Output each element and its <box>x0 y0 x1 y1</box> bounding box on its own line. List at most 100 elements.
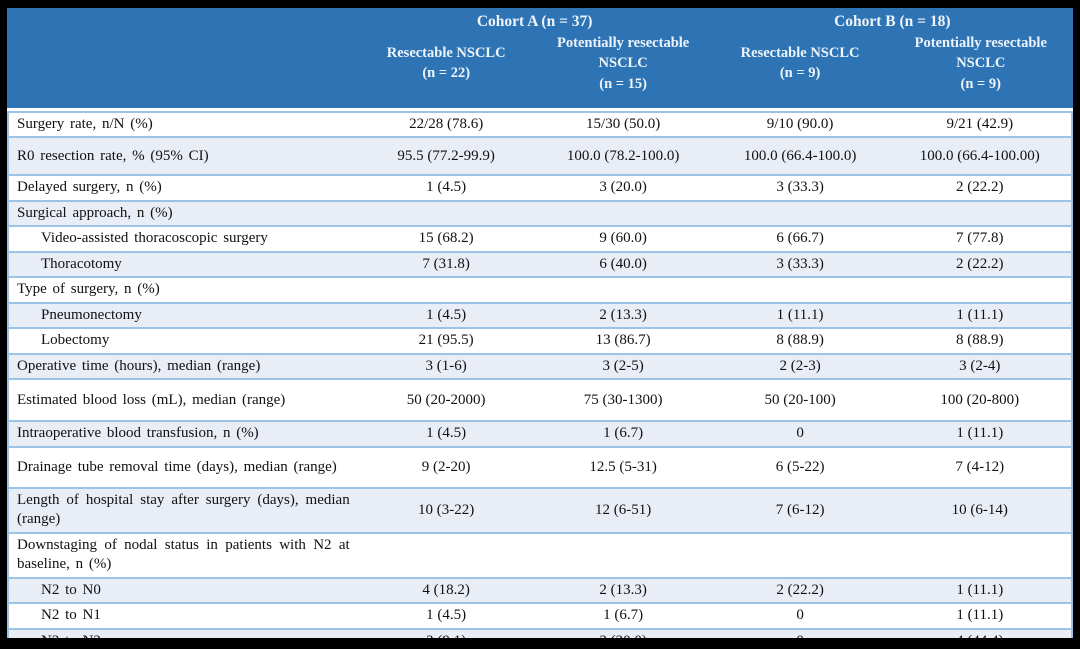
cell-value: 50 (20-2000) <box>357 378 535 421</box>
table-row: N2 to N0 4 (18.2) 2 (13.3) 2 (22.2) 1 (11.1) <box>7 576 1073 603</box>
cell-value: 15/30 (50.0) <box>534 110 712 137</box>
row-label: Video-assisted thoracoscopic surgery <box>7 225 358 251</box>
row-label: Delayed surgery, n (%) <box>7 174 358 200</box>
subheader-potentially-resectable-cohort-b: Potentially resectable NSCLC (n = 9) <box>888 31 1073 111</box>
cell-value: 1 (11.1) <box>888 576 1073 603</box>
cell-value: 7 (77.8) <box>888 225 1073 251</box>
cell-value: 7 (6-12) <box>711 486 889 532</box>
row-label: Downstaging of nodal status in patients … <box>7 531 358 577</box>
cell-value: 2 (13.3) <box>534 301 712 328</box>
row-label: N2 to N1 <box>7 602 358 628</box>
surgical-outcomes-table: Cohort A (n = 37) Cohort B (n = 18) Rese… <box>7 8 1073 638</box>
cohort-a-header: Cohort A (n = 37) <box>357 8 712 31</box>
subheader-resectable-cohort-b: Resectable NSCLC (n = 9) <box>711 31 889 111</box>
corner-cell <box>7 8 358 31</box>
cell-value: 75 (30-1300) <box>534 378 712 421</box>
cell-value: 6 (40.0) <box>534 250 712 277</box>
cell-value: 6 (5-22) <box>711 445 889 487</box>
cell-value: 3 (33.3) <box>711 250 889 277</box>
cell-value: 3 (33.3) <box>711 174 889 200</box>
cell-value: 100.0 (66.4-100.00) <box>888 136 1073 175</box>
row-label: Lobectomy <box>7 327 358 353</box>
table-row: Drainage tube removal time (days), media… <box>7 445 1073 487</box>
cell-value: 12 (6-51) <box>534 486 712 532</box>
cell-value: 10 (6-14) <box>888 486 1073 532</box>
table-row: N2 to N22 (9.1)3 (20.0)04 (44.4) <box>7 627 1073 638</box>
row-label: Drainage tube removal time (days), media… <box>7 445 358 487</box>
cell-value: 9/21 (42.9) <box>888 110 1073 137</box>
row-label: Length of hospital stay after surgery (d… <box>7 486 358 532</box>
cell-value: 3 (20.0) <box>534 627 712 638</box>
table-body: Surgery rate, n/N (%) 22/28 (78.6) 15/30 (… <box>7 110 1073 638</box>
cell-value <box>534 276 712 302</box>
table-row: Estimated blood loss (mL), median (range… <box>7 378 1073 421</box>
cell-value: 9 (2-20) <box>357 445 535 487</box>
cell-value <box>357 276 535 302</box>
subheader-n: (n = 15) <box>599 75 647 92</box>
cell-value: 95.5 (77.2-99.9) <box>357 136 535 175</box>
cell-value: 100.0 (66.4-100.0) <box>711 136 889 175</box>
cell-value: 1 (4.5) <box>357 174 535 200</box>
row-label: Pneumonectomy <box>7 301 358 328</box>
cell-value <box>534 531 712 577</box>
subheader-potentially-resectable-cohort-a: Potentially resectable NSCLC (n = 15) <box>534 31 712 111</box>
table-row: Intraoperative blood transfusion, n (%) 1… <box>7 420 1073 446</box>
table-row: Operative time (hours), median (range) 3 … <box>7 352 1073 379</box>
table-row: Downstaging of nodal status in patients … <box>7 531 1073 577</box>
cell-value <box>711 531 889 577</box>
cell-value: 0 <box>711 627 889 638</box>
cell-value: 3 (2-5) <box>534 352 712 379</box>
cell-value: 1 (6.7) <box>534 420 712 446</box>
subheader-title: Resectable NSCLC <box>386 45 506 62</box>
cell-value: 0 <box>711 602 889 628</box>
cell-value: 1 (6.7) <box>534 602 712 628</box>
cell-value: 2 (2-3) <box>711 352 889 379</box>
cell-value: 4 (44.4) <box>888 627 1073 638</box>
cell-value: 2 (22.2) <box>711 576 889 603</box>
cell-value: 3 (1-6) <box>357 352 535 379</box>
subheader-row: Resectable NSCLC (n = 22) Potentially re… <box>7 31 1073 111</box>
cell-value: 0 <box>711 420 889 446</box>
row-label: Operative time (hours), median (range) <box>7 352 358 379</box>
cell-value <box>888 199 1073 226</box>
row-label: N2 to N0 <box>7 576 358 603</box>
table-row: Thoracotomy 7 (31.8) 6 (40.0) 3 (33.3) 2 (22… <box>7 250 1073 277</box>
cell-value <box>888 276 1073 302</box>
table-row: Pneumonectomy 1 (4.5) 2 (13.3) 1 (11.1) 1 (1… <box>7 301 1073 328</box>
subheader-title: Potentially resectable NSCLC <box>557 35 690 72</box>
row-label: Type of surgery, n (%) <box>7 276 358 302</box>
table-row: N2 to N1 1 (4.5) 1 (6.7) 0 1 (11.1) <box>7 602 1073 628</box>
cell-value: 15 (68.2) <box>357 225 535 251</box>
cell-value: 4 (18.2) <box>357 576 535 603</box>
subheader-corner-cell <box>7 31 358 111</box>
cell-value: 12.5 (5-31) <box>534 445 712 487</box>
row-label: N2 to N2 <box>7 627 358 638</box>
table-row: Type of surgery, n (%) <box>7 276 1073 302</box>
row-label: Estimated blood loss (mL), median (range… <box>7 378 358 421</box>
cell-value: 2 (22.2) <box>888 174 1073 200</box>
cell-value: 9 (60.0) <box>534 225 712 251</box>
cohort-b-header: Cohort B (n = 18) <box>711 8 1073 31</box>
cell-value: 1 (4.5) <box>357 301 535 328</box>
cell-value: 22/28 (78.6) <box>357 110 535 137</box>
row-label: Intraoperative blood transfusion, n (%) <box>7 420 358 446</box>
cell-value: 21 (95.5) <box>357 327 535 353</box>
cell-value: 2 (22.2) <box>888 250 1073 277</box>
cell-value <box>711 199 889 226</box>
cell-value: 1 (11.1) <box>888 301 1073 328</box>
cell-value: 2 (9.1) <box>357 627 535 638</box>
cell-value: 3 (2-4) <box>888 352 1073 379</box>
cell-value: 3 (20.0) <box>534 174 712 200</box>
subheader-n: (n = 9) <box>779 65 821 82</box>
cell-value: 10 (3-22) <box>357 486 535 532</box>
table-container: Cohort A (n = 37) Cohort B (n = 18) Rese… <box>7 8 1073 638</box>
table-row: Video-assisted thoracoscopic surgery 15 (… <box>7 225 1073 251</box>
cell-value <box>357 531 535 577</box>
subheader-resectable-cohort-a: Resectable NSCLC (n = 22) <box>357 31 535 111</box>
subheader-title: Potentially resectable NSCLC <box>914 35 1047 72</box>
cell-value: 8 (88.9) <box>888 327 1073 353</box>
cell-value: 100 (20-800) <box>888 378 1073 421</box>
cell-value <box>534 199 712 226</box>
cell-value: 2 (13.3) <box>534 576 712 603</box>
cohort-header-row: Cohort A (n = 37) Cohort B (n = 18) <box>7 8 1073 31</box>
